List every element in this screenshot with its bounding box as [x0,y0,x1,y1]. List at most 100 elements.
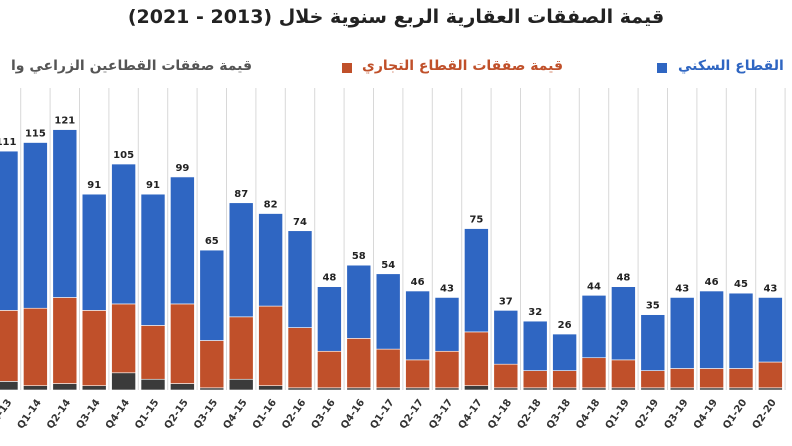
bar-segment [140,193,166,326]
bar-segment [758,387,783,391]
bar-segment [228,202,254,318]
total-label: 54 [381,260,395,271]
bar-segment [140,378,166,391]
bar-segment [258,213,283,307]
bar-segment [699,368,724,389]
x-tick-label: Q4-17 [457,397,485,431]
bar-segment [728,368,754,389]
bar-segment [287,387,313,391]
bar-segment [199,249,225,341]
bar-segment [111,163,136,305]
bar-segment [493,310,519,365]
total-label: 75 [469,215,483,226]
bar-segment [258,385,283,391]
bar-segment [346,387,372,391]
x-tick-label: Q2-20 [751,397,779,431]
x-tick-label: Q4-14 [104,397,132,431]
total-label: 43 [675,283,689,294]
total-label: 48 [616,273,630,284]
bar-segment [405,359,430,389]
bar-segment [52,383,78,391]
bar-segment [464,385,489,391]
x-tick-label: Q3-18 [545,397,573,431]
x-tick-label: Q3-17 [427,397,455,431]
bar-segment [522,387,548,391]
bar-segment [405,387,430,391]
bar-segment [640,370,666,389]
bar-segment [23,385,48,391]
x-tick-label: Q1-16 [251,397,279,431]
bar-segment [669,297,695,369]
total-label: 46 [411,277,425,288]
x-tick-label: Q1-14 [16,397,44,431]
x-tick-label: Q3-16 [310,397,338,431]
bar-segment [23,142,48,309]
total-label: 74 [293,217,307,228]
bar-segment [0,150,19,311]
x-tick-label: Q1-18 [486,397,514,431]
x-tick-label: Q2-18 [515,397,543,431]
bar-segment [375,348,401,389]
total-label: 111 [0,137,16,148]
total-label: 26 [558,320,572,331]
bar-segment [170,383,195,391]
bar-segment [699,387,724,391]
bar-segment [699,290,724,369]
bar-segment [346,338,372,389]
x-tick-label: Q1-17 [368,397,396,431]
legend-label: قيمة صفقات القطاع التجاري [362,58,563,74]
total-label: 46 [705,277,719,288]
bar-segment [81,385,107,391]
total-label: 35 [646,301,660,312]
plot: 111 Q4-13 115 Q1-14 121 Q2-14 91 Q3-14 105 Q4-14 9… [0,88,786,431]
bar-segment [317,350,342,389]
bar-segment [317,387,342,391]
total-label: 115 [25,129,46,140]
bar-segment [611,286,636,361]
bar-segment [199,387,225,391]
bar-segment [611,359,636,389]
legend-label: القطاع السكني [678,58,784,74]
bar-segment [81,310,107,386]
x-tick-label: Q1-19 [604,397,632,431]
bar-segment [640,387,666,391]
x-tick-label: Q3-14 [74,397,102,431]
bar-segment [552,387,577,391]
bar-segment [581,357,607,389]
bar-segment [640,314,666,371]
bar-segment [258,305,283,386]
chart-title: قيمة الصفقات العقارية الربع سنوية خلال (… [127,6,665,28]
total-label: 65 [205,236,219,247]
total-label: 82 [264,200,278,211]
bar-segment [140,325,166,380]
bar-segment [52,129,78,298]
total-label: 105 [113,150,134,161]
bar-segment [669,387,695,391]
bar-segment [52,297,78,384]
total-label: 91 [87,180,101,191]
bar-segment [464,228,489,333]
total-label: 48 [322,273,336,284]
total-label: 43 [440,283,454,294]
x-tick-label: Q4-15 [221,397,249,431]
x-tick-label: Q2-19 [633,397,661,431]
total-label: 87 [234,189,248,200]
x-tick-label: Q1-20 [721,397,749,431]
bar-segment [581,387,607,391]
x-tick-label: Q2-15 [163,397,191,431]
bar-segment [758,297,783,363]
bar-segment [317,286,342,352]
bar-segment [434,387,460,391]
bar-segment [228,316,254,380]
x-tick-label: Q2-14 [45,397,73,431]
legend-label: قيمة صفقات القطاعين الزراعي وا [10,58,252,74]
total-label: 44 [587,281,601,292]
total-label: 43 [763,283,777,294]
bar-segment [552,370,577,389]
x-tick-label: Q4-19 [692,397,720,431]
x-tick-label: Q4-16 [339,397,367,431]
bar-segment [728,292,754,369]
bar-segment [464,331,489,386]
